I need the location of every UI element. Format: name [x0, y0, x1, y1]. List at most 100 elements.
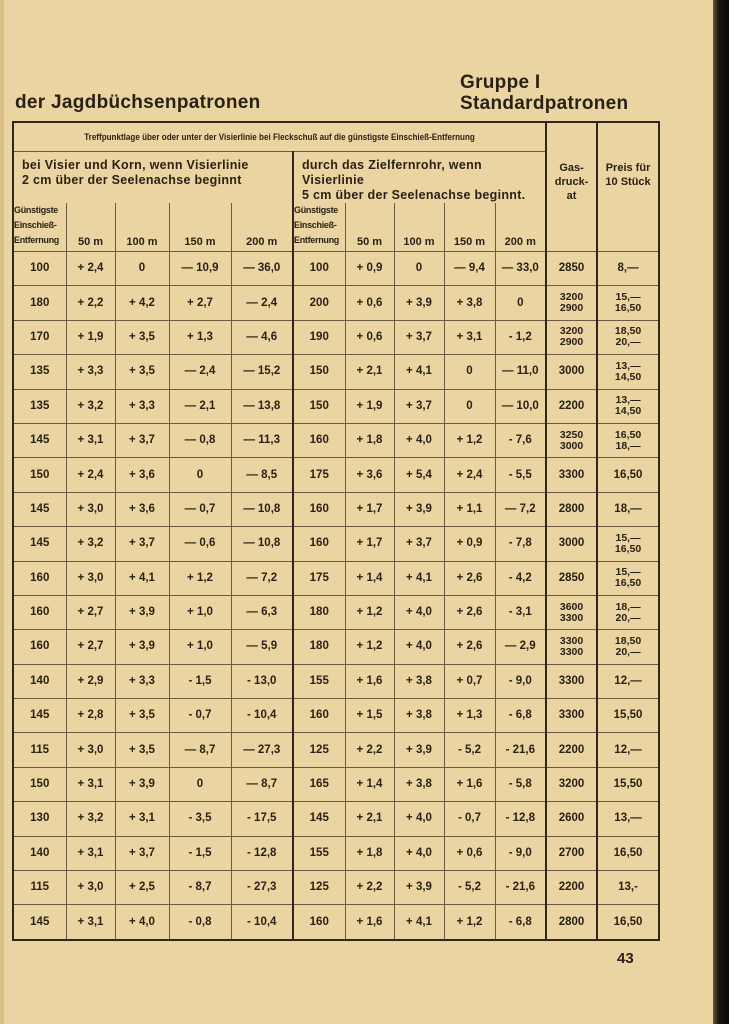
- cell-scope-drop-200m: - 5,8: [494, 766, 547, 803]
- cell-drop-100m: + 3,9: [114, 629, 170, 665]
- cell-scope-drop-150m: + 2,6: [443, 560, 496, 596]
- cell-sight-distance: 160: [12, 560, 67, 596]
- cell-sight-distance: 145: [12, 698, 67, 734]
- cell-sight-distance: 100: [12, 250, 67, 287]
- cell-gas-pressure: 2200: [545, 870, 598, 906]
- cell-drop-200m: - 13,0: [230, 663, 294, 700]
- cell-drop-50m: + 2,4: [65, 457, 116, 493]
- cell-gas-pressure: 2800: [545, 491, 598, 528]
- cell-gas-pressure: 3300: [545, 663, 598, 700]
- book-binding-edge: [713, 0, 729, 1024]
- cell-drop-200m: - 17,5: [230, 801, 294, 837]
- cell-scope-drop-100m: + 4,0: [393, 594, 445, 631]
- cell-drop-100m: + 3,5: [114, 732, 170, 768]
- cell-scope-drop-100m: + 4,0: [393, 835, 445, 872]
- cell-scope-drop-50m: + 1,9: [344, 388, 395, 424]
- table-row: 150 + 2,4 + 3,6 0— 8,5 175 + 3,6 + 5,4 + 2,4- 5…: [12, 457, 660, 493]
- cell-drop-150m: — 0,6: [168, 526, 232, 562]
- cell-scope-drop-200m: - 21,6: [494, 732, 547, 768]
- cell-scope-drop-150m: + 0,7: [443, 663, 496, 700]
- cell-drop-50m: + 2,7: [65, 594, 116, 631]
- cell-scope-sight-distance: 200: [292, 285, 346, 321]
- cell-price: 15,— 16,50: [596, 526, 660, 562]
- cell-sight-distance: 115: [12, 870, 67, 906]
- cell-drop-200m: — 4,6: [230, 319, 294, 356]
- cell-gas-pressure: 2850: [545, 250, 598, 287]
- cell-drop-150m: 0: [168, 766, 232, 803]
- cell-drop-100m: + 2,5: [114, 870, 170, 906]
- cell-scope-sight-distance: 175: [292, 457, 346, 493]
- cell-scope-drop-150m: + 2,6: [443, 629, 496, 665]
- cell-scope-drop-150m: + 1,2: [443, 904, 496, 941]
- cell-price: 16,50: [596, 904, 660, 941]
- cell-gas-pressure: 3000: [545, 354, 598, 390]
- table-row: 140 + 2,9 + 3,3- 1,5- 13,0 155 + 1,6 + 3,8 + 0…: [12, 663, 660, 700]
- cell-scope-drop-50m: + 1,8: [344, 422, 395, 459]
- cell-gas-pressure: 3600 3300: [545, 594, 598, 631]
- cell-scope-drop-200m: — 10,0: [494, 388, 547, 424]
- cell-scope-drop-100m: 0: [393, 250, 445, 287]
- cell-gas-pressure: 3000: [545, 526, 598, 562]
- table-row: 145 + 3,2 + 3,7— 0,6— 10,8 160 + 1,7 + 3,7 + 0…: [12, 526, 660, 562]
- cell-scope-sight-distance: 190: [292, 319, 346, 356]
- cell-sight-distance: 135: [12, 354, 67, 390]
- cell-drop-100m: + 3,6: [114, 491, 170, 528]
- cell-price: 16,50: [596, 835, 660, 872]
- cell-drop-150m: 0: [168, 457, 232, 493]
- cell-scope-drop-50m: + 1,2: [344, 629, 395, 665]
- cell-scope-drop-150m: - 0,7: [443, 801, 496, 837]
- cell-scope-drop-100m: + 3,8: [393, 698, 445, 734]
- cell-scope-drop-50m: + 1,2: [344, 594, 395, 631]
- cell-scope-drop-200m: - 7,8: [494, 526, 547, 562]
- cell-scope-drop-100m: + 3,8: [393, 766, 445, 803]
- cell-sight-distance: 135: [12, 388, 67, 424]
- cell-scope-sight-distance: 125: [292, 870, 346, 906]
- cell-scope-drop-100m: + 3,9: [393, 870, 445, 906]
- cell-sight-distance: 160: [12, 594, 67, 631]
- cell-drop-200m: — 8,7: [230, 766, 294, 803]
- cell-price: 12,—: [596, 663, 660, 700]
- cell-scope-drop-150m: + 1,1: [443, 491, 496, 528]
- cell-scope-drop-50m: + 0,9: [344, 250, 395, 287]
- cell-scope-sight-distance: 165: [292, 766, 346, 803]
- cell-scope-drop-200m: - 6,8: [494, 904, 547, 941]
- cell-scope-drop-100m: + 3,7: [393, 526, 445, 562]
- cell-drop-100m: + 3,3: [114, 663, 170, 700]
- cell-gas-pressure: 2800: [545, 904, 598, 941]
- cell-drop-100m: + 3,5: [114, 319, 170, 356]
- cell-drop-100m: + 3,5: [114, 698, 170, 734]
- cell-drop-150m: — 0,7: [168, 491, 232, 528]
- cell-scope-drop-200m: — 11,0: [494, 354, 547, 390]
- cell-drop-50m: + 3,1: [65, 422, 116, 459]
- cell-drop-50m: + 2,4: [65, 250, 116, 287]
- table-row: 140 + 3,1 + 3,7- 1,5- 12,8 155 + 1,8 + 4,0 + 0…: [12, 835, 660, 872]
- cell-drop-50m: + 3,1: [65, 835, 116, 872]
- cell-scope-drop-100m: + 3,9: [393, 732, 445, 768]
- cell-drop-150m: - 1,5: [168, 835, 232, 872]
- cell-price: 18,—: [596, 491, 660, 528]
- table-row: 170 + 1,9 + 3,5 + 1,3— 4,6 190 + 0,6 + 3,7 + 3,…: [12, 319, 660, 356]
- cell-scope-drop-150m: + 1,3: [443, 698, 496, 734]
- cell-sight-distance: 145: [12, 526, 67, 562]
- cell-scope-sight-distance: 160: [292, 422, 346, 459]
- cell-scope-drop-50m: + 1,7: [344, 526, 395, 562]
- cell-scope-drop-200m: - 1,2: [494, 319, 547, 356]
- ballistics-table: Treffpunktlage über oder unter der Visie…: [12, 121, 661, 941]
- cell-drop-150m: — 2,1: [168, 388, 232, 424]
- cell-drop-200m: — 6,3: [230, 594, 294, 631]
- cell-sight-distance: 145: [12, 422, 67, 459]
- cell-drop-200m: - 10,4: [230, 698, 294, 734]
- table-row: 145 + 3,0 + 3,6— 0,7— 10,8 160 + 1,7 + 3,9 + 1…: [12, 491, 660, 528]
- cell-sight-distance: 130: [12, 801, 67, 837]
- cell-price: 15,50: [596, 766, 660, 803]
- cell-price: 18,— 20,—: [596, 594, 660, 631]
- cell-drop-50m: + 1,9: [65, 319, 116, 356]
- cell-gas-pressure: 3300: [545, 698, 598, 734]
- cell-price: 16,50 18,—: [596, 422, 660, 459]
- cell-scope-drop-50m: + 3,6: [344, 457, 395, 493]
- cell-scope-drop-150m: + 0,6: [443, 835, 496, 872]
- cell-sight-distance: 140: [12, 663, 67, 700]
- cell-gas-pressure: 3300: [545, 457, 598, 493]
- cell-scope-sight-distance: 145: [292, 801, 346, 837]
- cell-scope-drop-100m: + 3,9: [393, 491, 445, 528]
